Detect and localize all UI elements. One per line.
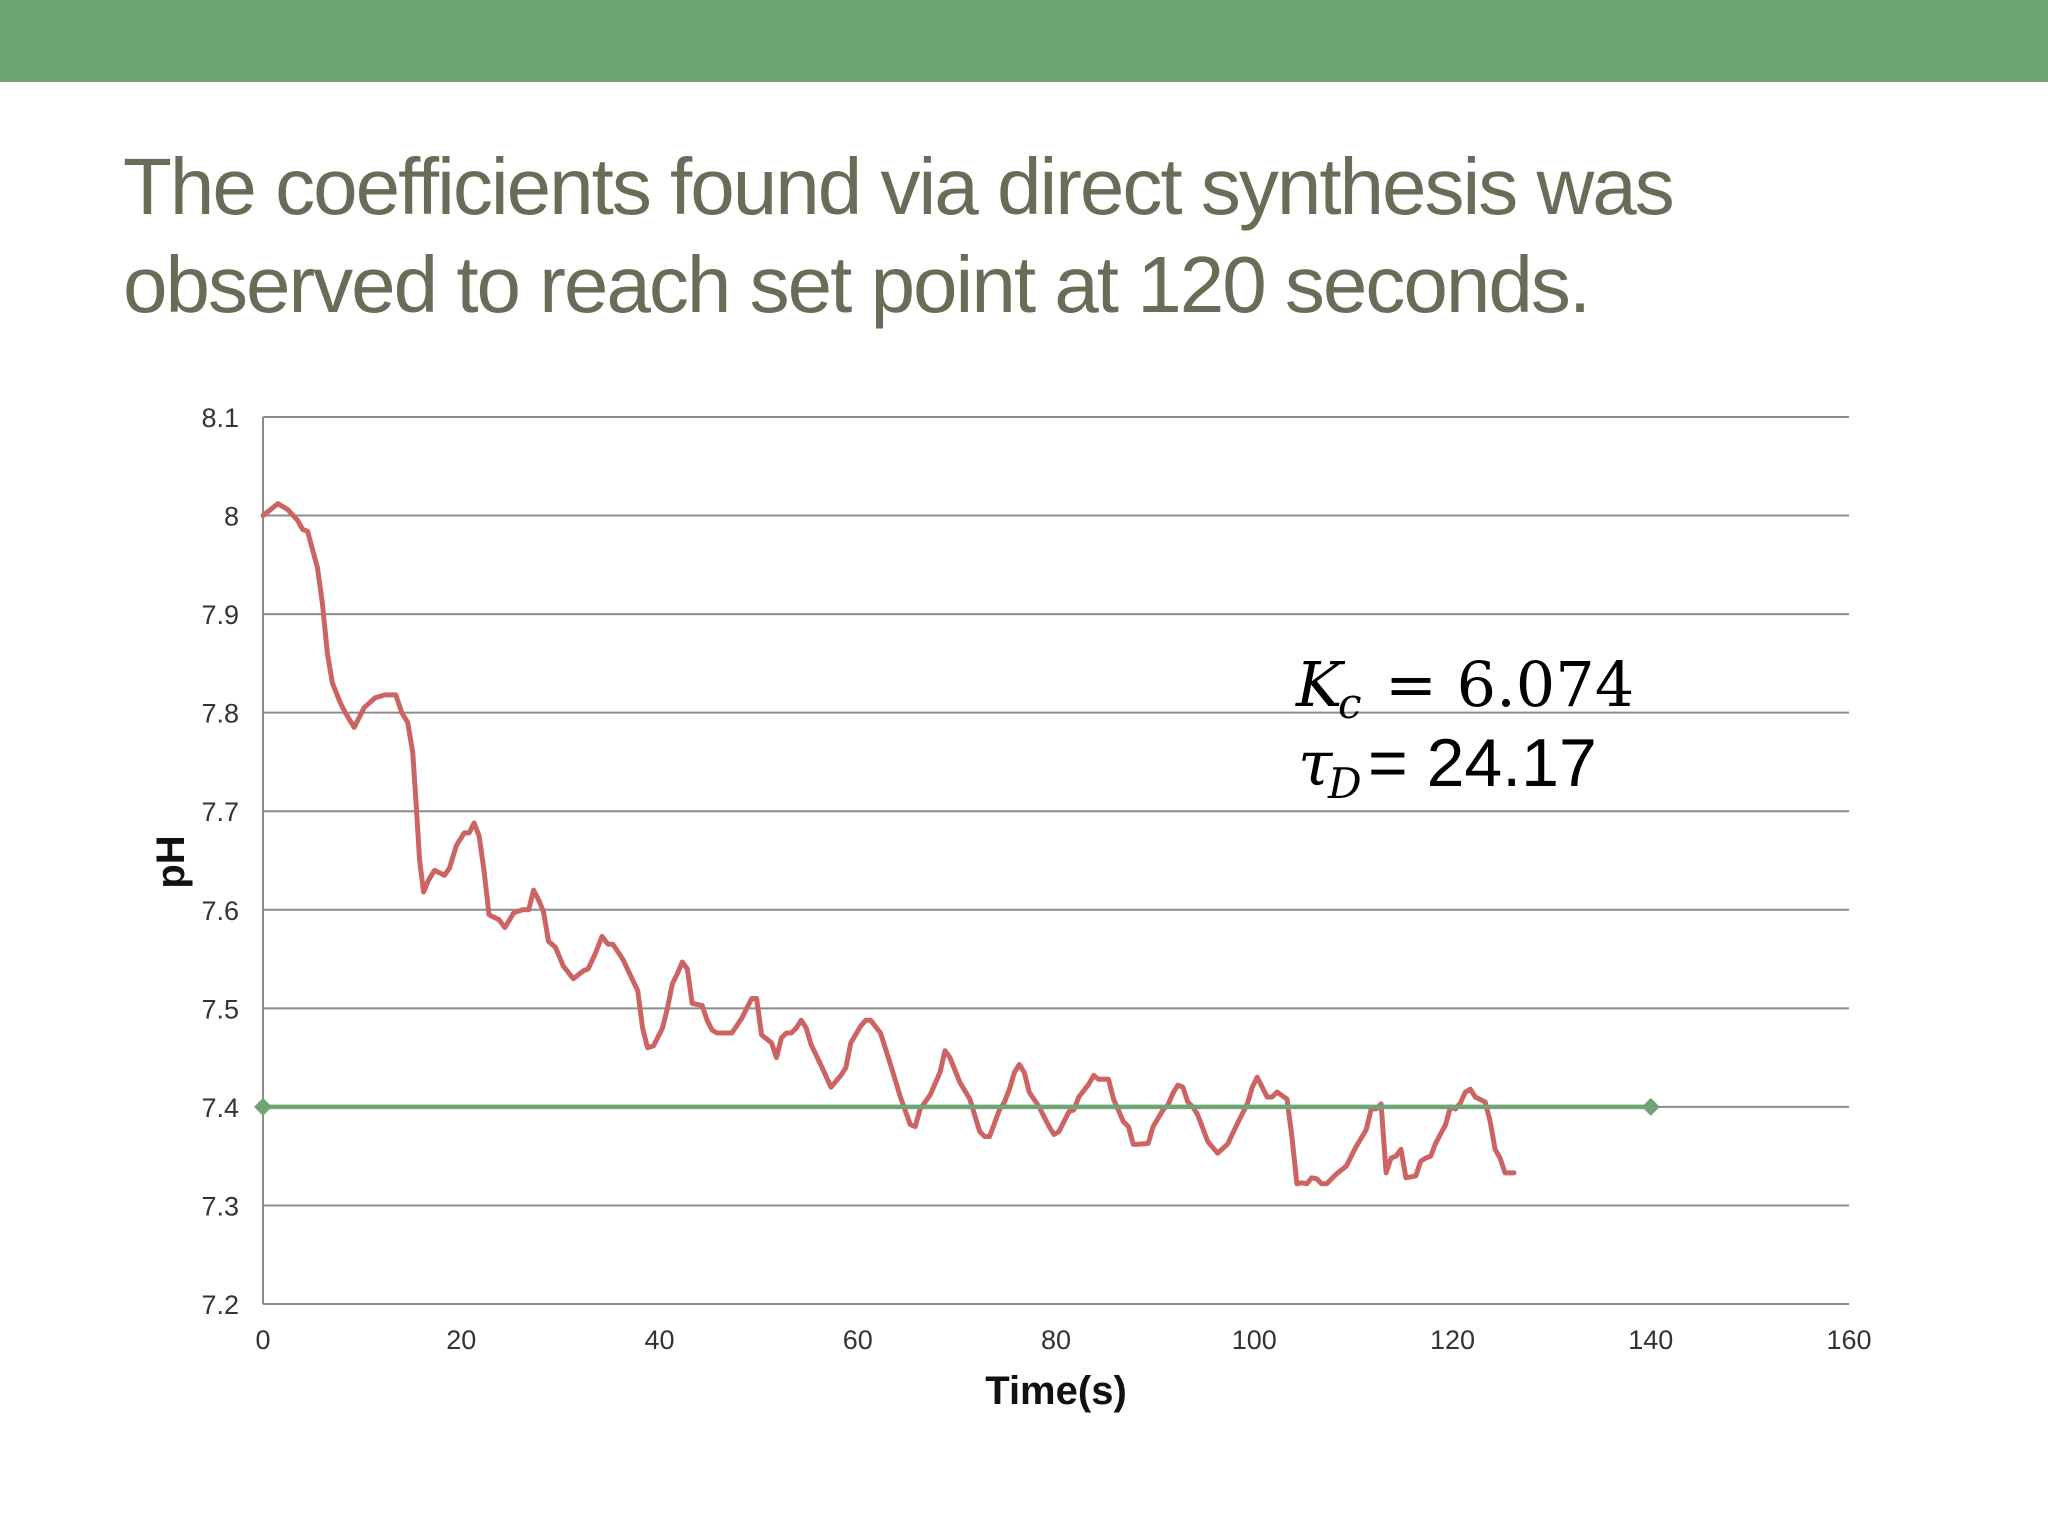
- x-tick-label: 80: [1041, 1325, 1071, 1355]
- y-tick-label: 7.3: [201, 1191, 239, 1221]
- y-tick-label: 7.7: [201, 797, 239, 827]
- y-tick-label: 7.4: [201, 1093, 239, 1123]
- x-tick-label: 0: [255, 1325, 270, 1355]
- slide-title-line-1: The coefficients found via direct synthe…: [123, 142, 1675, 231]
- y-tick-label: 7.6: [201, 896, 239, 926]
- setpoint-marker: [1641, 1097, 1660, 1116]
- x-tick-label: 120: [1430, 1325, 1475, 1355]
- x-tick-labels: 0 20 40 60 80 100 120 140 160: [255, 1325, 1871, 1355]
- x-tick-label: 20: [446, 1325, 476, 1355]
- y-tick-label: 8: [224, 502, 239, 532]
- tau-subscript: D: [1327, 759, 1362, 808]
- y-tick-label: 7.5: [201, 994, 239, 1024]
- setpoint-marker: [254, 1097, 272, 1116]
- kc-subscript: c: [1338, 679, 1362, 728]
- gridlines: [263, 416, 1849, 1207]
- ph-response-line: [260, 501, 1517, 1187]
- slide-title-line-2: observed to reach set point at 120 secon…: [123, 240, 1591, 329]
- kc-symbol: K: [1295, 648, 1346, 721]
- top-color-band: [0, 0, 2048, 82]
- y-tick-label: 8.1: [201, 403, 239, 433]
- y-tick-labels: 7.2 7.3 7.4 7.5 7.6 7.7 7.8 7.9 8 8.1: [201, 403, 239, 1320]
- x-tick-label: 160: [1826, 1325, 1871, 1355]
- x-axis-title: Time(s): [985, 1369, 1127, 1413]
- tau-symbol: τ: [1298, 727, 1334, 800]
- x-tick-label: 60: [843, 1325, 873, 1355]
- y-tick-label: 7.2: [201, 1290, 239, 1320]
- tau-value: = 24.17: [1368, 725, 1597, 801]
- x-tick-label: 40: [644, 1325, 674, 1355]
- x-tick-label: 140: [1628, 1325, 1673, 1355]
- y-tick-label: 7.9: [201, 600, 239, 630]
- kc-value: = 6.074: [1385, 648, 1634, 721]
- slide-title: The coefficients found via direct synthe…: [123, 138, 1923, 334]
- coefficient-annotation: K c = 6.074 τ D = 24.17: [1295, 648, 1634, 808]
- x-tick-label: 100: [1232, 1325, 1277, 1355]
- y-axis-title: pH: [149, 835, 193, 888]
- y-tick-label: 7.8: [201, 699, 239, 729]
- data-series: [254, 501, 1660, 1187]
- axes: [262, 417, 1849, 1305]
